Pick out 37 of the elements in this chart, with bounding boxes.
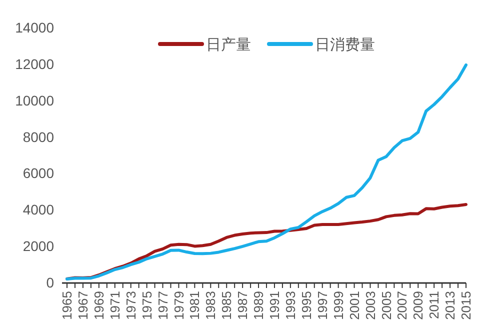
y-tick-label: 0 xyxy=(46,274,54,290)
y-tick-label: 12000 xyxy=(15,56,54,72)
x-tick-label: 1967 xyxy=(76,291,91,320)
x-tick-label: 1985 xyxy=(219,291,234,320)
x-tick-label: 1969 xyxy=(91,291,106,320)
y-tick-label: 4000 xyxy=(22,202,54,218)
y-tick-label: 2000 xyxy=(22,238,54,254)
x-tick-label: 1987 xyxy=(235,291,250,320)
line-series xyxy=(66,63,468,280)
x-tick-label: 1979 xyxy=(171,291,186,320)
x-tick-label: 1977 xyxy=(155,291,170,320)
legend-label: 日消费量 xyxy=(315,36,375,54)
x-tick-label: 2005 xyxy=(378,291,394,320)
x-tick-label: 2011 xyxy=(426,291,442,319)
y-tick-label: 10000 xyxy=(15,92,54,108)
y-tick-label: 6000 xyxy=(22,165,54,182)
x-tick-label: 2001 xyxy=(346,291,362,320)
x-tick-label: 2009 xyxy=(410,291,426,320)
x-tick-label: 2013 xyxy=(442,291,458,320)
x-tick-label: 2003 xyxy=(362,291,378,320)
y-tick-label: 14000 xyxy=(15,19,54,36)
x-tick-label: 1965 xyxy=(60,291,75,320)
x-tick-label: 1999 xyxy=(330,291,346,320)
x-tick-label: 1981 xyxy=(187,291,202,320)
x-tick-label: 1991 xyxy=(267,291,282,320)
y-tick-label: 8000 xyxy=(22,128,54,145)
x-tick-label: 1993 xyxy=(282,291,298,320)
x-tick-label: 1989 xyxy=(251,291,266,320)
x-tick-label: 2015 xyxy=(458,291,474,320)
x-tick-label: 1971 xyxy=(107,291,122,320)
legend-label: 日产量 xyxy=(206,36,251,54)
x-tick-label: 1997 xyxy=(314,291,330,320)
x-tick-label: 1973 xyxy=(123,291,138,320)
x-tick-label: 1995 xyxy=(298,291,314,320)
x-tick-label: 1983 xyxy=(203,291,218,320)
x-tick-label: 2007 xyxy=(394,291,410,320)
x-tick-label: 1975 xyxy=(139,291,154,320)
